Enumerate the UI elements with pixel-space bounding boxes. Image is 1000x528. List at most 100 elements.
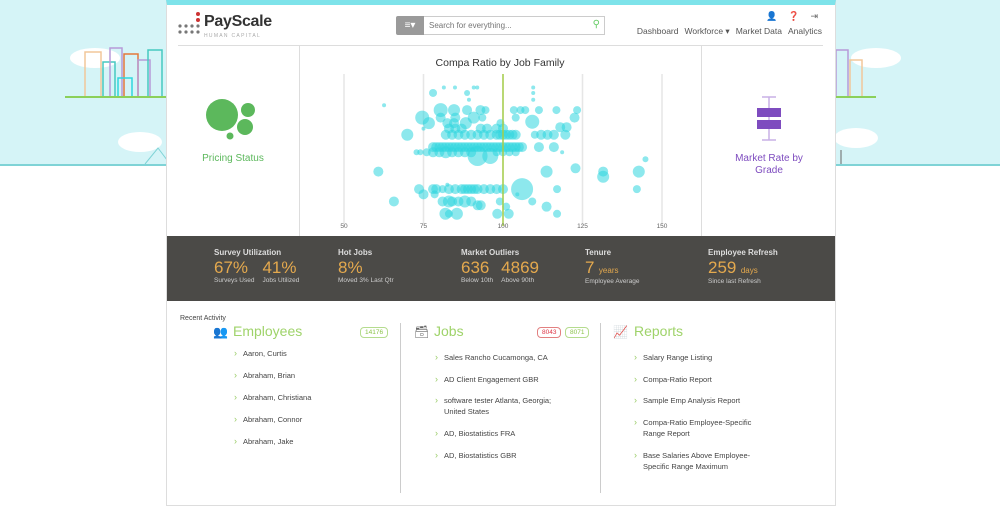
logout-icon[interactable]: ⇥ xyxy=(810,11,818,21)
bubble-point[interactable] xyxy=(573,106,582,115)
bubble-point[interactable] xyxy=(531,90,536,95)
bubble-point[interactable] xyxy=(492,148,501,157)
stat-hot-jobs[interactable]: Hot Jobs 8% Moved 3% Last Qtr xyxy=(338,248,394,284)
nav-market-data[interactable]: Market Data xyxy=(735,26,782,36)
nav-workforce[interactable]: Workforce ▾ xyxy=(684,26,730,36)
bubble-point[interactable] xyxy=(632,165,645,178)
employee-link[interactable]: Abraham, Jake xyxy=(234,436,373,447)
bubble-point[interactable] xyxy=(373,166,384,177)
bubble-point[interactable] xyxy=(540,165,553,178)
bubble-point[interactable] xyxy=(467,145,488,166)
bubble-point[interactable] xyxy=(462,105,473,116)
bubble-point[interactable] xyxy=(401,128,414,141)
employees-title[interactable]: Employees xyxy=(233,323,303,339)
search-menu-button[interactable]: ≡▾ xyxy=(396,16,424,35)
bubble-point[interactable] xyxy=(435,112,446,123)
pricing-status-tile[interactable]: Pricing Status xyxy=(167,46,300,237)
bubble-point[interactable] xyxy=(521,106,530,115)
nav-dashboard[interactable]: Dashboard xyxy=(636,26,679,36)
bubble-point[interactable] xyxy=(553,209,562,218)
bubble-point[interactable] xyxy=(441,85,446,90)
bubble-point[interactable] xyxy=(528,197,537,206)
stat-market-outliers[interactable]: Market Outliers 636 Below 10th 4869 Above … xyxy=(461,248,539,284)
report-link[interactable]: Sample Emp Analysis Report xyxy=(634,395,773,406)
bubble-point[interactable] xyxy=(534,106,543,115)
bubble-point[interactable] xyxy=(495,197,504,206)
bubble-point[interactable] xyxy=(515,192,520,197)
bubble-point[interactable] xyxy=(517,142,528,153)
bubble-point[interactable] xyxy=(388,196,399,207)
bubble-point[interactable] xyxy=(503,208,514,219)
help-icon[interactable]: ❓ xyxy=(788,11,800,21)
employee-link[interactable]: Abraham, Connor xyxy=(234,414,373,425)
bubble-point[interactable] xyxy=(464,89,471,96)
nav-analytics[interactable]: Analytics xyxy=(787,26,822,36)
job-link[interactable]: Sales Rancho Cucamonga, CA xyxy=(435,352,574,363)
bubble-point[interactable] xyxy=(417,149,424,156)
bubble-point[interactable] xyxy=(492,208,503,219)
bubble-point[interactable] xyxy=(570,163,581,174)
bubble-point[interactable] xyxy=(471,85,476,90)
bubble-point[interactable] xyxy=(597,170,610,183)
bubble-point[interactable] xyxy=(548,142,559,153)
bubble-point[interactable] xyxy=(481,106,490,115)
bubble-point[interactable] xyxy=(531,97,536,102)
bubble-point[interactable] xyxy=(511,113,520,122)
bubble-point[interactable] xyxy=(553,185,562,194)
bubble-point[interactable] xyxy=(433,103,448,118)
bubble-point[interactable] xyxy=(541,201,552,212)
bubble-point[interactable] xyxy=(642,156,649,163)
bubble-point[interactable] xyxy=(632,185,641,194)
bubble-point[interactable] xyxy=(502,202,511,211)
search-input[interactable] xyxy=(424,16,605,35)
bubble-point[interactable] xyxy=(421,126,426,131)
bubble-point[interactable] xyxy=(569,112,580,123)
bubble-point[interactable] xyxy=(511,178,534,201)
job-link[interactable]: AD Client Engagement GBR xyxy=(435,374,574,385)
bubble-point[interactable] xyxy=(555,122,566,133)
job-link[interactable]: AD, Biostatistics FRA xyxy=(435,428,574,439)
bubble-point[interactable] xyxy=(510,129,521,140)
report-link[interactable]: Compa-Ratio Employee-Specific Range Repo… xyxy=(634,417,773,439)
bubble-point[interactable] xyxy=(445,182,450,187)
search-icon[interactable]: ⚲ xyxy=(592,19,600,30)
job-link[interactable]: AD, Biostatistics GBR xyxy=(435,450,574,461)
employee-link[interactable]: Abraham, Christiana xyxy=(234,392,373,403)
bubble-point[interactable] xyxy=(475,200,486,211)
bubble-point[interactable] xyxy=(422,117,435,130)
stat-survey-utilization[interactable]: Survey Utilization 67% Surveys Used 41% Jo… xyxy=(214,248,299,284)
report-link[interactable]: Base Salaries Above Employee-Specific Ra… xyxy=(634,450,773,472)
bubble-point[interactable] xyxy=(382,103,387,108)
bubble-point[interactable] xyxy=(560,129,571,140)
bubble-point[interactable] xyxy=(533,142,544,153)
bubble-point[interactable] xyxy=(429,88,438,97)
bubble-point[interactable] xyxy=(548,129,559,140)
report-link[interactable]: Salary Range Listing xyxy=(634,352,773,363)
bubble-point[interactable] xyxy=(509,106,518,115)
bubble-point[interactable] xyxy=(450,207,463,220)
stat-tenure[interactable]: Tenure 7 years Employee Average xyxy=(585,248,639,285)
jobs-title[interactable]: Jobs xyxy=(434,323,464,339)
employee-link[interactable]: Abraham, Brian xyxy=(234,370,373,381)
bubble-point[interactable] xyxy=(452,85,457,90)
job-link[interactable]: software tester Atlanta, Georgia; United… xyxy=(435,395,574,417)
payscale-logo[interactable]: PayScale HUMAN CAPITAL xyxy=(178,11,272,41)
bubble-point[interactable] xyxy=(505,148,514,157)
bubble-point[interactable] xyxy=(478,113,487,122)
bubble-point[interactable] xyxy=(475,85,480,90)
bubble-point[interactable] xyxy=(418,189,429,200)
stat-employee-refresh[interactable]: Employee Refresh 259 days Since last Refr… xyxy=(708,248,778,285)
report-link[interactable]: Compa-Ratio Report xyxy=(634,374,773,385)
market-rate-tile[interactable]: Market Rate by Grade xyxy=(701,46,835,237)
employee-link[interactable]: Aaron, Curtis xyxy=(234,348,373,359)
bubble-point[interactable] xyxy=(466,97,471,102)
bubble-point[interactable] xyxy=(511,148,520,157)
bubble-point[interactable] xyxy=(531,85,536,90)
bubble-point[interactable] xyxy=(430,190,439,199)
bubble-point[interactable] xyxy=(560,150,565,155)
bubble-point[interactable] xyxy=(552,106,561,115)
reports-title[interactable]: Reports xyxy=(634,323,684,339)
bubble-point[interactable] xyxy=(444,209,453,218)
bubble-point[interactable] xyxy=(525,114,540,129)
user-icon[interactable]: 👤 xyxy=(766,11,778,21)
